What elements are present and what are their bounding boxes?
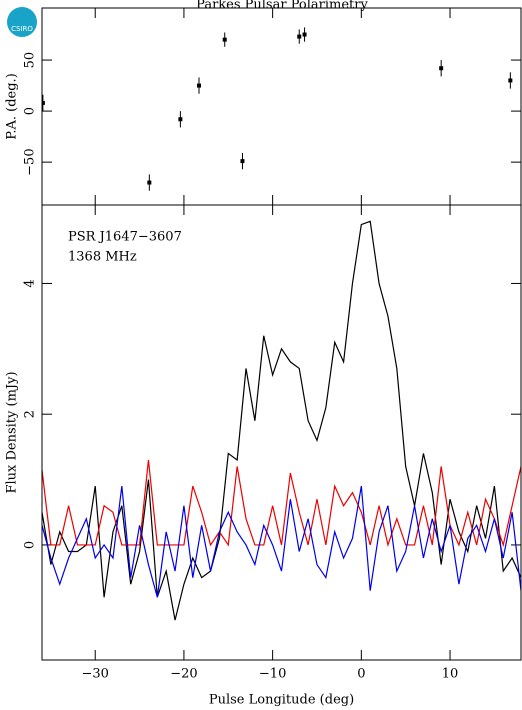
x-tick-label: 0	[357, 667, 365, 682]
x-tick-label: −10	[259, 667, 286, 682]
line-series	[42, 486, 521, 598]
plot-area	[42, 27, 513, 191]
y-tick-label: 0	[23, 541, 38, 549]
point	[222, 37, 227, 42]
annotation: PSR J1647−3607	[68, 230, 182, 245]
frame	[41, 204, 522, 661]
y-tick-label: 0	[23, 107, 38, 115]
line-series	[42, 459, 521, 548]
y-axis-label: Flux Density (mJy)	[5, 371, 20, 493]
logo: CSIRO	[7, 7, 37, 37]
chart-title: Parkes Pulsar Polarimetry	[196, 0, 368, 13]
point	[508, 78, 513, 83]
line-series	[42, 220, 521, 621]
y-tick-label: −50	[23, 148, 38, 175]
point	[302, 32, 307, 37]
y-tick-label: 4	[23, 279, 38, 287]
y-tick-label: 50	[23, 52, 38, 69]
logo-circle	[7, 7, 37, 37]
x-tick-label: −20	[170, 667, 197, 682]
point	[439, 66, 444, 71]
x-tick-label: −30	[82, 667, 109, 682]
point	[147, 180, 152, 185]
point	[297, 34, 302, 39]
y-axis-label: P.A. (deg.)	[5, 73, 20, 140]
x-axis-label: Pulse Longitude (deg)	[209, 693, 354, 708]
logo-text: CSIRO	[11, 25, 33, 33]
annotation: 1368 MHz	[68, 250, 137, 265]
point	[178, 117, 183, 122]
point	[42, 100, 45, 105]
point	[240, 159, 245, 164]
x-tick-label: 10	[442, 667, 459, 682]
frame	[41, 7, 522, 206]
point	[197, 83, 202, 88]
y-tick-label: 2	[23, 410, 38, 418]
plot-area	[42, 220, 521, 621]
